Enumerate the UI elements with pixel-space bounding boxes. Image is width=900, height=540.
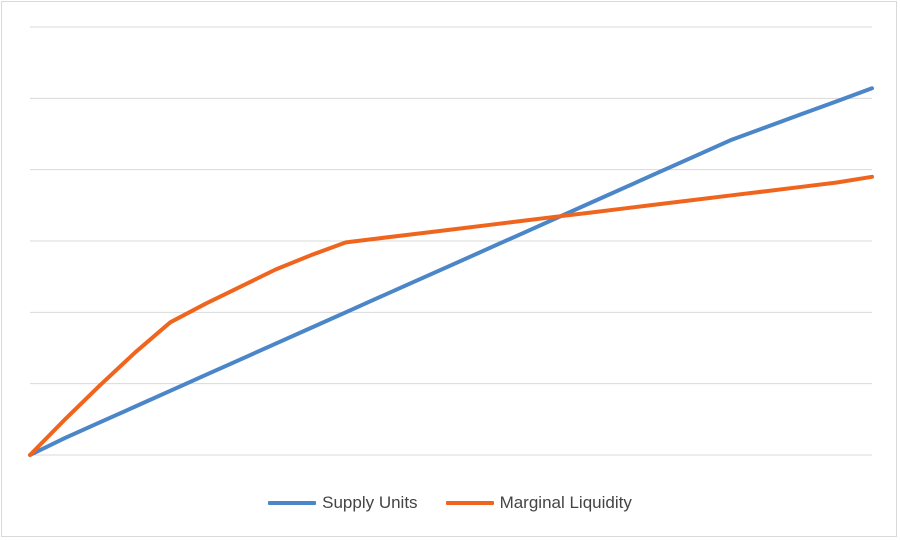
- gridlines: [30, 26, 872, 456]
- legend-swatch-supply-units: [268, 501, 317, 505]
- series-lines: [28, 86, 874, 457]
- series-line-marginal-liquidity: [28, 174, 874, 457]
- legend: Supply Units Marginal Liquidity: [0, 488, 900, 518]
- legend-swatch-marginal-liquidity: [445, 501, 494, 505]
- legend-item-supply-units: Supply Units: [268, 493, 418, 513]
- series-line-supply-units: [28, 86, 874, 457]
- legend-label-marginal-liquidity: Marginal Liquidity: [499, 493, 632, 512]
- legend-item-marginal-liquidity: Marginal Liquidity: [445, 493, 632, 513]
- legend-label-supply-units: Supply Units: [322, 493, 418, 512]
